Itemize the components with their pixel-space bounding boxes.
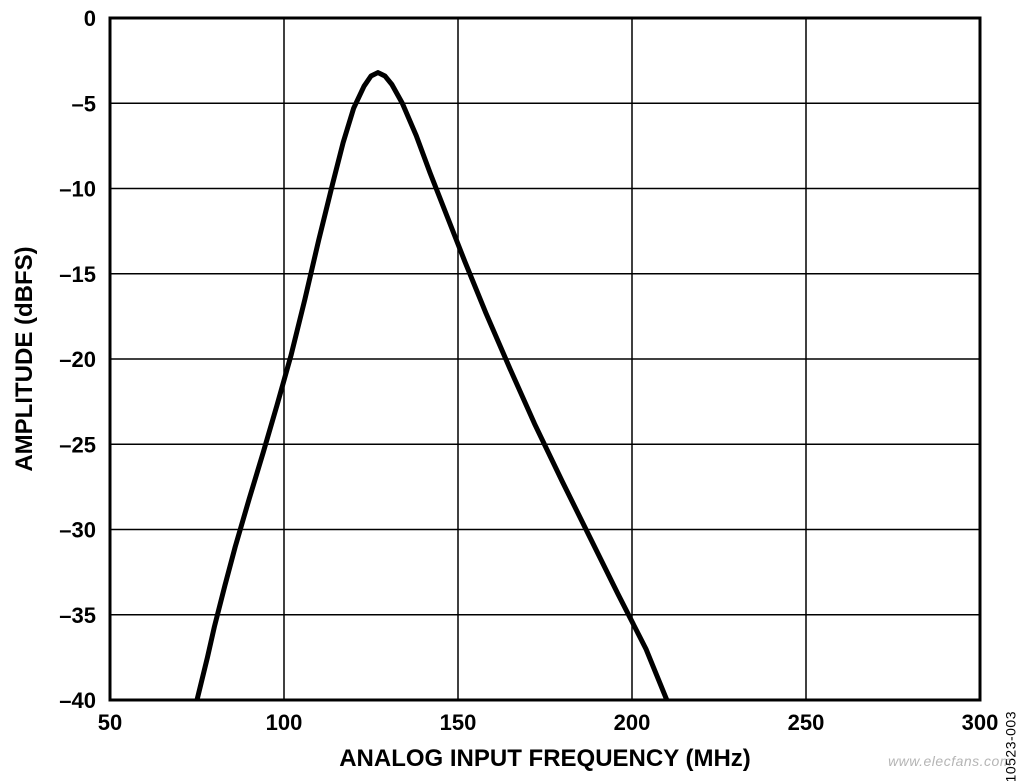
x-axis-title: ANALOG INPUT FREQUENCY (MHz) — [339, 745, 751, 772]
y-tick-label: –10 — [59, 177, 96, 202]
watermark-text: www.elecfans.com — [888, 753, 1012, 769]
y-axis-title: AMPLITUDE (dBFS) — [11, 246, 38, 471]
figure-code: 10523-003 — [1002, 711, 1018, 781]
y-tick-label: –15 — [59, 262, 96, 287]
y-tick-label: –40 — [59, 688, 96, 713]
x-tick-label: 100 — [266, 710, 303, 735]
y-tick-label: –25 — [59, 432, 96, 457]
y-tick-label: –5 — [72, 91, 96, 116]
x-tick-label: 250 — [788, 710, 825, 735]
y-tick-label: –20 — [59, 347, 96, 372]
y-tick-label: 0 — [84, 6, 96, 31]
x-tick-label: 50 — [98, 710, 122, 735]
frequency-response-chart: 50 100 150 200 250 300 0 –5 –10 –15 –20 –25 –30 –35 –4… — [0, 0, 1024, 781]
x-tick-label: 300 — [962, 710, 999, 735]
chart-container: 50 100 150 200 250 300 0 –5 –10 –15 –20 –25 –30 –35 –4… — [0, 0, 1024, 781]
x-tick-label: 150 — [440, 710, 477, 735]
y-tick-label: –30 — [59, 518, 96, 543]
x-tick-label: 200 — [614, 710, 651, 735]
y-tick-label: –35 — [59, 603, 96, 628]
